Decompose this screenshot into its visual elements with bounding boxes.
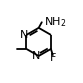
Text: N: N [32,51,41,61]
Text: NH$_2$: NH$_2$ [44,15,67,29]
Text: N: N [20,30,28,40]
Text: F: F [50,53,57,63]
